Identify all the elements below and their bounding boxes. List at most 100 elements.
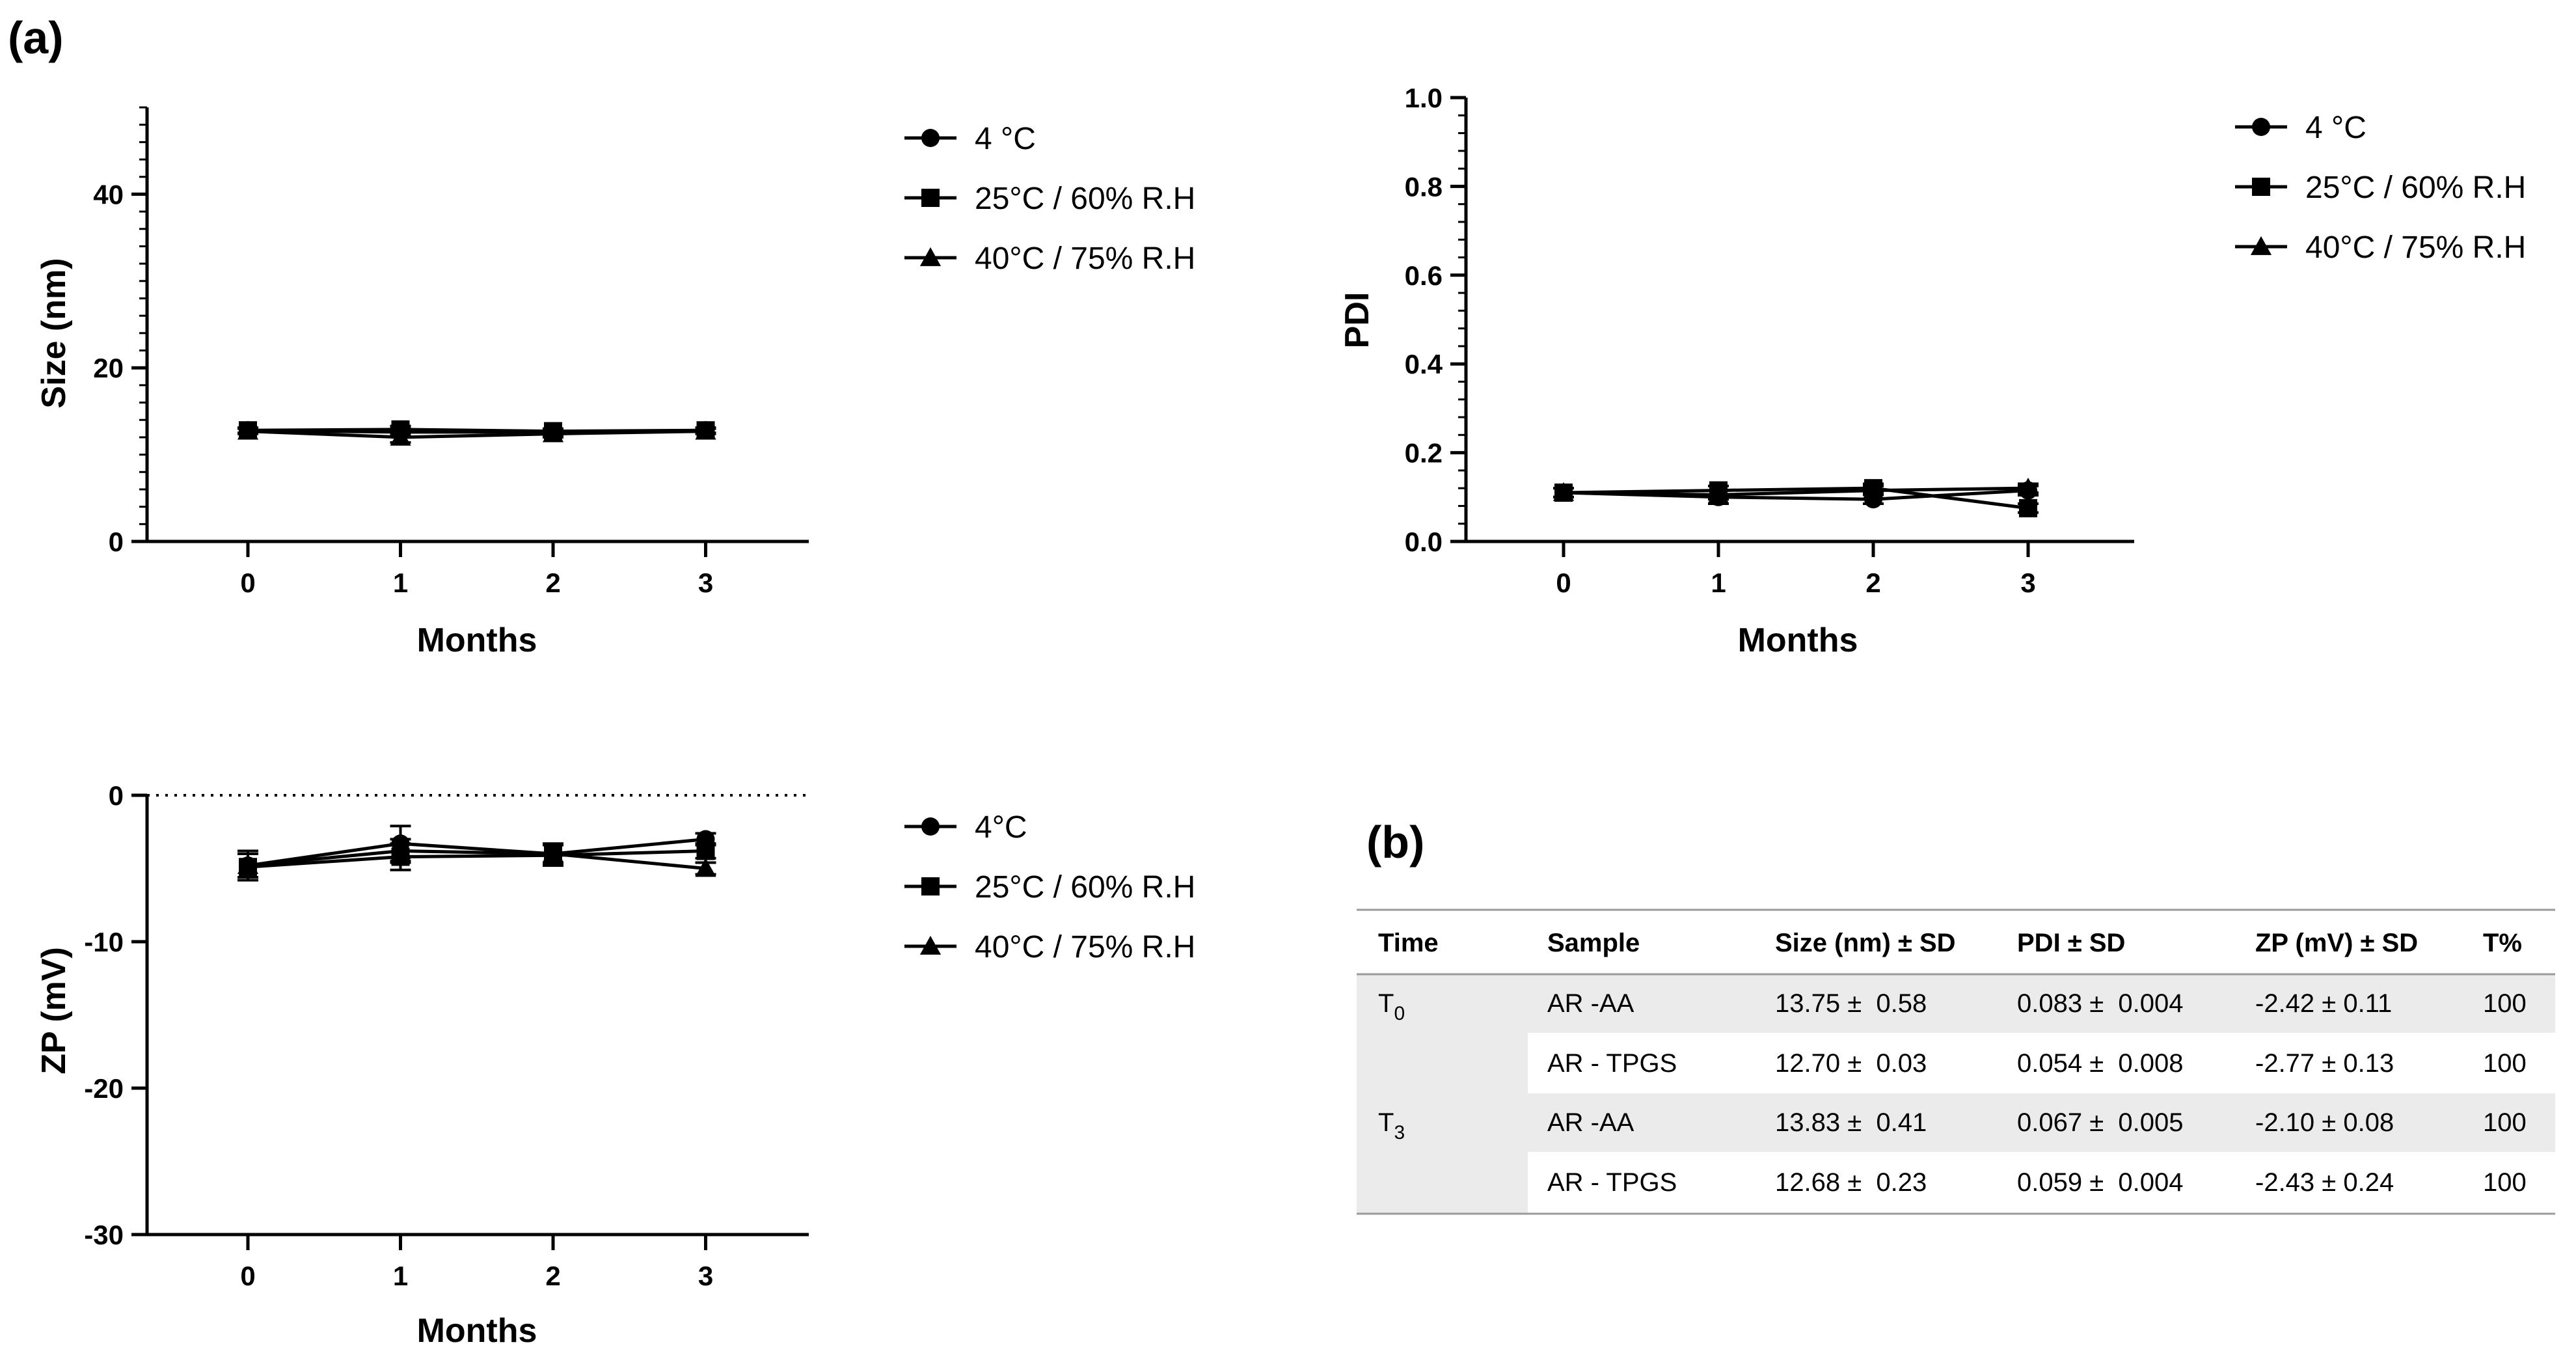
table-shade-time-3 [1357,1152,1528,1214]
zp-chart-xlabel: Months [417,1312,537,1350]
x-tick-label: 2 [545,1261,560,1291]
series-triangle [237,420,716,446]
table-cell-t: 100 [2483,989,2527,1018]
size-chart-marks: 0 20 40 0 1 2 3 4 °C 25°C / 60% R.H 40°C / 75% R.… [93,106,1195,598]
table-row: AR - TPGS 12.70 ± 0.03 0.054 ± 0.008 -2.… [1547,1049,2527,1078]
legend-marker-square [2252,178,2270,196]
legend-entry: 4 °C [2235,111,2366,145]
table-header-sample: Sample [1547,929,1640,957]
table-cell-size: 12.68 ± 0.23 [1775,1168,1927,1197]
y-tick-label: -30 [84,1220,124,1250]
legend-label: 25°C / 60% R.H [975,182,1195,216]
data-point-triangle [390,426,411,446]
x-tick-label: 2 [1865,567,1880,598]
series-line [247,849,706,869]
legend-label: 40°C / 75% R.H [2305,230,2526,265]
series-line [247,428,706,433]
table-shade-time-0 [1357,1033,1528,1093]
table-header-size: Size (nm) ± SD [1775,929,1956,957]
legend-marker-triangle [2250,236,2272,255]
table-shade-row-3 [1357,1093,2555,1152]
data-point-triangle [542,843,564,862]
y-tick-label: -20 [84,1073,124,1104]
data-point-triangle [1552,482,1575,501]
legend-label: 40°C / 75% R.H [975,241,1195,276]
series-line [247,430,706,439]
x-tick-label: 3 [698,567,713,598]
series-triangle [237,838,716,879]
legend-marker-circle [921,817,940,836]
series-triangle [1552,478,2039,504]
table-header-pdi: PDI ± SD [2017,929,2125,957]
legend-entry: 40°C / 75% R.H [2235,230,2526,265]
table-cell-zp: -2.77 ± 0.13 [2255,1049,2394,1078]
table-cell-pdi: 0.067 ± 0.005 [2017,1108,2184,1137]
y-tick-label: 0.6 [1405,260,1443,291]
legend-label: 4°C [975,810,1027,845]
size-chart-xlabel: Months [417,622,537,659]
table-cell-zp: -2.43 ± 0.24 [2255,1168,2394,1197]
zp-chart: 0 -10 -20 -30 0 1 2 3 4°C 25°C / 60% R.H 40°C / 75… [35,780,1195,1350]
table-cell-sample: AR -AA [1547,1108,1634,1137]
table-row: AR - TPGS 12.68 ± 0.23 0.059 ± 0.004 -2.… [1547,1168,2527,1197]
legend-label: 25°C / 60% R.H [2305,171,2526,205]
pdi-chart-ylabel: PDI [1338,292,1376,349]
x-tick-label: 1 [1711,567,1726,598]
table-cell-sample: AR - TPGS [1547,1168,1677,1197]
table-shade-row-1 [1357,974,2555,1033]
data-point-triangle [695,420,716,440]
y-tick-label: -10 [84,927,124,957]
legend-marker-circle [921,129,940,147]
x-tick-label: 3 [698,1261,713,1291]
table-cell-pdi: 0.059 ± 0.004 [2017,1168,2184,1197]
table-cell-sample: AR -AA [1547,989,1634,1018]
panel-b-label: (b) [1366,817,1424,868]
data-point-triangle [390,840,411,860]
x-tick-label: 3 [2020,567,2035,598]
table-cell-size: 13.75 ± 0.58 [1775,989,1927,1018]
legend-label: 25°C / 60% R.H [975,870,1195,905]
table-cell-size: 12.70 ± 0.03 [1775,1049,1927,1078]
pdi-chart-xlabel: Months [1738,622,1858,659]
size-chart-ylabel: Size (nm) [35,258,73,408]
table-cell-sample: AR - TPGS [1547,1049,1677,1078]
pdi-chart-marks: 0.0 0.2 0.4 0.6 0.8 1.0 0 1 2 3 4 °C 25°C / 60% R.H… [1405,83,2527,598]
zp-chart-marks: 0 -10 -20 -30 0 1 2 3 4°C 25°C / 60% R.H 40°C / 75… [84,780,1195,1291]
legend-label: 4 °C [975,122,1036,156]
legend-marker-square [921,877,940,895]
table-header-zp: ZP (mV) ± SD [2255,929,2418,957]
table-row: T3 AR -AA 13.83 ± 0.41 0.067 ± 0.005 -2.… [1378,1108,2527,1143]
pdi-chart: 0.0 0.2 0.4 0.6 0.8 1.0 0 1 2 3 4 °C 25°C / 60% R.H… [1338,83,2526,659]
zp-chart-ylabel: ZP (mV) [35,947,73,1074]
legend-marker-triangle [919,247,942,266]
data-point-triangle [237,854,259,874]
data-point-triangle [1862,480,1884,499]
stability-table: Time Sample Size (nm) ± SD PDI ± SD ZP (… [1357,909,2555,1215]
x-tick-label: 0 [240,567,255,598]
x-tick-label: 0 [1556,567,1571,598]
legend-entry: 4°C [904,810,1027,845]
y-tick-label: 40 [93,179,124,210]
data-point-square [2019,499,2037,517]
legend-marker-circle [2252,118,2270,136]
legend-entry: 40°C / 75% R.H [904,930,1195,964]
data-point-triangle [237,420,259,440]
data-point-triangle [695,858,716,877]
table-cell-zp: -2.42 ± 0.11 [2255,989,2392,1018]
table-row: T0 AR -AA 13.75 ± 0.58 0.083 ± 0.004 -2.… [1378,989,2527,1024]
x-tick-label: 2 [545,567,560,598]
data-point-square [696,841,715,860]
y-tick-label: 0 [109,526,124,557]
legend-entry: 25°C / 60% R.H [904,182,1195,216]
table-cell-t: 100 [2483,1049,2527,1078]
legend-entry: 25°C / 60% R.H [904,870,1195,905]
data-point-triangle [2017,478,2039,497]
y-tick-label: 20 [93,353,124,383]
series-line [247,849,706,870]
table-cell-time: T3 [1378,1108,1405,1143]
y-tick-label: 0.4 [1405,349,1443,379]
y-tick-label: 1.0 [1405,83,1443,113]
legend-marker-triangle [919,935,942,955]
y-tick-label: 0 [109,780,124,811]
